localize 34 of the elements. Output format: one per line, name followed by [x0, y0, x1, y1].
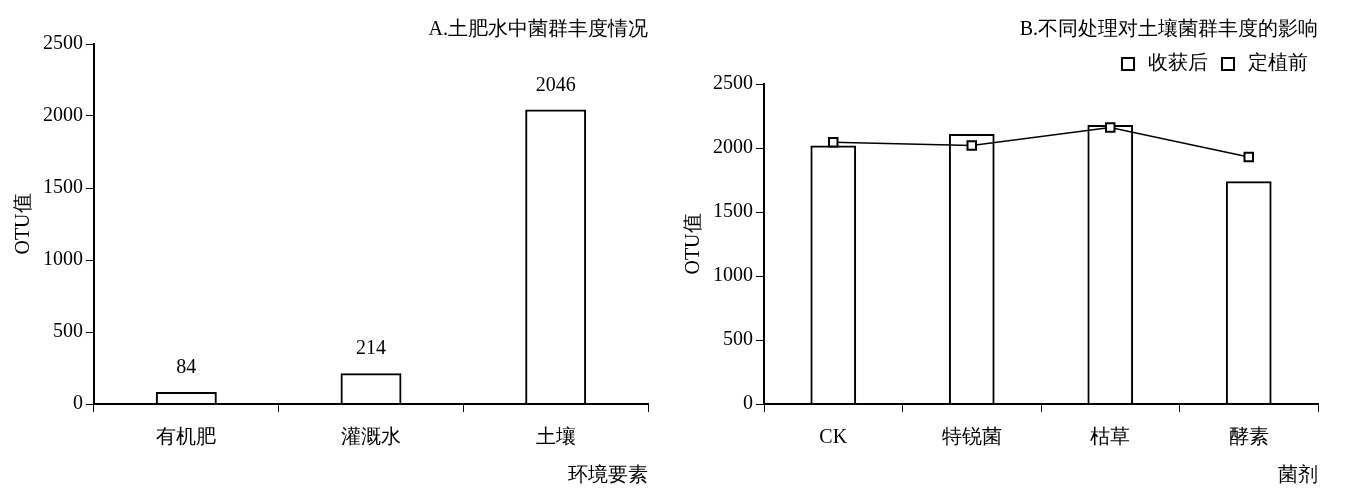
data-label: 2046: [535, 72, 576, 95]
y-tick-label: 1500: [43, 175, 83, 198]
y-axis-title: OTU值: [11, 193, 34, 255]
data-label: 214: [356, 336, 386, 359]
data-label: 84: [176, 355, 197, 378]
point: [966, 140, 977, 151]
y-tick-label: 500: [53, 319, 83, 342]
x-tick-label: 枯草: [1090, 425, 1131, 448]
y-axis-title: OTU值: [681, 213, 704, 275]
y-tick-label: 2000: [713, 135, 753, 158]
y-tick-label: 0: [743, 391, 753, 414]
x-axis-title: 环境要素: [568, 463, 648, 486]
x-tick-label: 土壤: [535, 425, 576, 448]
x-tick-label: 特锐菌: [941, 425, 1002, 448]
legend-label: 收获后: [1148, 51, 1208, 74]
point: [1105, 122, 1116, 133]
y-tick-label: 1500: [713, 199, 753, 222]
chart-title: B.不同处理对土壤菌群丰度的影响: [1019, 17, 1318, 40]
x-tick-label: 灌溉水: [341, 425, 401, 448]
x-tick-label: 有机肥: [156, 425, 217, 448]
x-tick-label: 酵素: [1228, 425, 1269, 448]
y-tick-label: 500: [723, 327, 753, 350]
y-tick-label: 1000: [43, 247, 83, 270]
x-tick-label: CK: [819, 425, 848, 448]
x-axis-title: 菌剂: [1278, 463, 1318, 486]
y-tick-label: 0: [73, 391, 83, 414]
chart-title: A.土肥水中菌群丰度情况: [428, 17, 648, 40]
point: [1243, 151, 1254, 163]
y-tick-label: 2000: [43, 103, 83, 126]
point: [828, 137, 839, 148]
y-tick-label: 2500: [713, 71, 753, 94]
y-tick-label: 2500: [43, 31, 83, 54]
y-tick-label: 1000: [713, 263, 753, 286]
legend-label: 定植前: [1248, 51, 1308, 74]
